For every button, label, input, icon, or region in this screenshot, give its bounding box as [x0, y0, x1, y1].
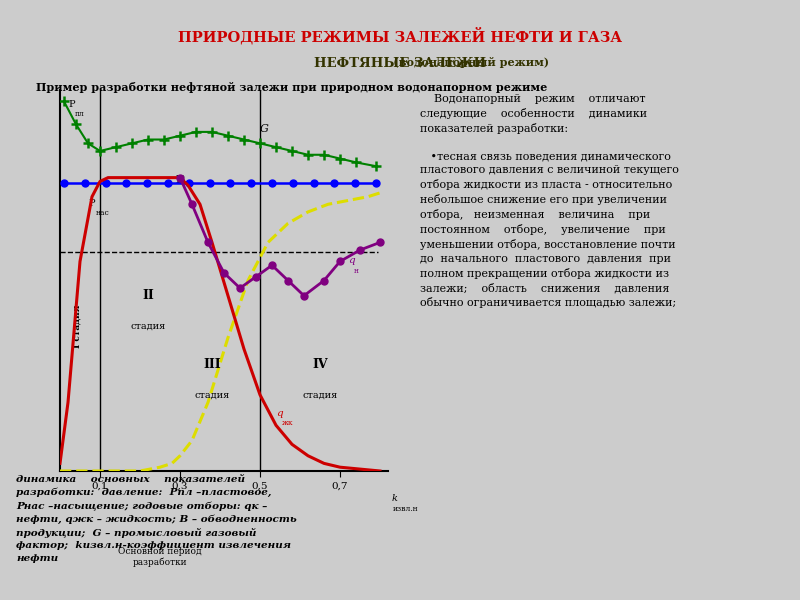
Text: пл: пл	[75, 110, 85, 118]
Text: Водонапорный    режим    отличают
следующие    особенности    динамики
показател: Водонапорный режим отличают следующие ос…	[420, 94, 678, 308]
Text: Пример разработки нефтяной залежи при природном водонапорном режиме: Пример разработки нефтяной залежи при пр…	[36, 82, 547, 93]
Text: извл.н: извл.н	[394, 505, 419, 513]
Text: III: III	[203, 358, 221, 371]
Text: стадия: стадия	[194, 391, 230, 400]
Text: стадия: стадия	[130, 322, 166, 331]
Text: стадия: стадия	[302, 391, 338, 400]
Text: I стадия: I стадия	[72, 305, 82, 348]
Text: Основной период
разработки: Основной период разработки	[118, 547, 202, 567]
Text: жк: жк	[282, 419, 294, 427]
Text: II: II	[142, 289, 154, 302]
Text: k: k	[392, 494, 398, 503]
Text: динамика    основных    показателей
разработки:  давление:  Рпл –пластовое,
Рнас: динамика основных показателей разработки…	[16, 475, 297, 563]
Text: (водонапорный режим): (водонапорный режим)	[250, 57, 550, 68]
Text: q: q	[348, 256, 354, 265]
Text: НЕФТЯНЫЕ ЗАЛЕЖИ: НЕФТЯНЫЕ ЗАЛЕЖИ	[314, 57, 486, 70]
Text: н: н	[354, 267, 359, 275]
Text: Р: Р	[88, 199, 94, 208]
Text: q: q	[276, 409, 282, 418]
Text: Р: Р	[68, 100, 74, 109]
Text: нас: нас	[96, 209, 110, 217]
Text: В: В	[176, 175, 186, 185]
Text: G: G	[260, 124, 269, 134]
Text: IV: IV	[312, 358, 328, 371]
Text: ПРИРОДНЫЕ РЕЖИМЫ ЗАЛЕЖЕЙ НЕФТИ И ГАЗА: ПРИРОДНЫЕ РЕЖИМЫ ЗАЛЕЖЕЙ НЕФТИ И ГАЗА	[178, 27, 622, 44]
